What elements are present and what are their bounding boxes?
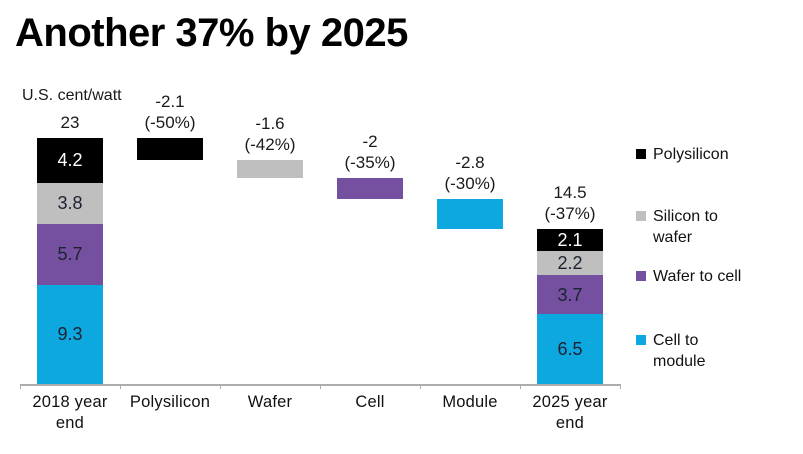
bar-segment-polysilicon xyxy=(37,138,103,183)
bar-segment-cell-to-module xyxy=(37,284,103,384)
x-axis-label-wafer: Wafer xyxy=(247,393,293,411)
x-axis-tick xyxy=(120,384,121,389)
bar-segment-silicon-to-wafer xyxy=(537,251,603,275)
x-axis-label-cell: Cell xyxy=(355,393,385,411)
bar-segment-silicon-to-wafer xyxy=(37,182,103,224)
chart-title: Another 37% by 2025 xyxy=(15,11,408,55)
x-axis-tick xyxy=(20,384,21,389)
x-axis-tick xyxy=(320,384,321,389)
bar-value-label: 14.5 (-37%) xyxy=(544,182,596,223)
waterfall-bar-cell xyxy=(337,177,403,199)
y-axis-unit-label: U.S. cent/watt xyxy=(22,87,122,104)
x-axis-label-module: Module xyxy=(442,393,498,411)
waterfall-bar-polysilicon xyxy=(137,138,203,161)
bar-segment-value: 5.7 xyxy=(57,244,83,265)
bar-value-label: -2 (-35%) xyxy=(344,131,396,172)
bar-segment-value: 2.1 xyxy=(557,230,583,251)
legend-swatch-icon xyxy=(636,335,646,345)
x-axis-tick xyxy=(220,384,221,389)
bar-value-label: -2.1 (-50%) xyxy=(144,92,196,132)
waterfall-bar-wafer xyxy=(237,160,303,178)
bar-value-label: -1.6 (-42%) xyxy=(244,114,296,155)
waterfall-bar-module xyxy=(437,198,503,229)
x-axis-tick xyxy=(520,384,521,389)
x-axis-tick xyxy=(420,384,421,389)
x-axis-label-polysilicon: Polysilicon xyxy=(129,393,211,411)
bar-segment-value: 9.3 xyxy=(57,324,83,345)
x-axis-label-2018-year-end: 2018 year end xyxy=(32,393,108,432)
bar-segment-value: 3.7 xyxy=(557,284,583,305)
legend-swatch-icon xyxy=(636,211,646,221)
bar-segment-cell-to-module xyxy=(537,314,603,384)
bar-segment-value: 2.2 xyxy=(557,253,583,274)
legend-swatch-icon xyxy=(636,149,646,159)
bar-value-label: 23 xyxy=(60,113,80,132)
bar-segment-wafer-to-cell xyxy=(37,223,103,285)
x-axis-tick xyxy=(620,384,621,389)
bar-segment-wafer-to-cell xyxy=(537,274,603,315)
bar-value-label: -2.8 (-30%) xyxy=(444,152,496,193)
bar-segment-value: 3.8 xyxy=(57,193,83,214)
legend-label: Polysilicon xyxy=(653,146,729,163)
legend-label: Wafer to cell xyxy=(653,268,742,285)
legend-label: Cell to module xyxy=(653,332,706,370)
legend-swatch-icon xyxy=(636,271,646,281)
bar-segment-polysilicon xyxy=(537,228,603,252)
bar-segment-value: 6.5 xyxy=(557,339,583,360)
legend-label: Silicon to wafer xyxy=(653,208,718,246)
bar-segment-value: 4.2 xyxy=(57,150,83,171)
x-axis-label-2025-year-end: 2025 year end xyxy=(532,393,608,432)
